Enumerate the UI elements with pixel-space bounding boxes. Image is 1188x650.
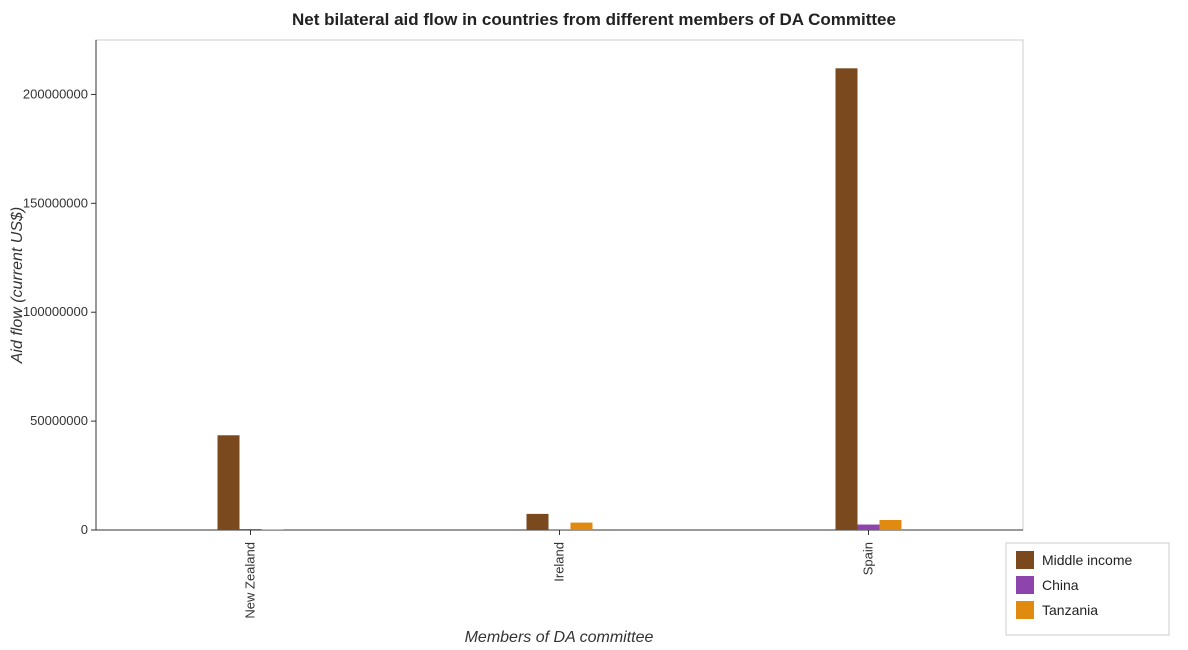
- bar-tanzania: [261, 529, 284, 530]
- bar-tanzania: [570, 522, 593, 530]
- y-tick-label: 200000000: [23, 86, 88, 101]
- legend-swatch: [1016, 601, 1034, 619]
- y-tick-label: 0: [81, 522, 88, 537]
- y-axis: 0 50000000 100000000 150000000 200000000: [23, 40, 97, 537]
- y-tick-label: 100000000: [23, 304, 88, 319]
- legend-swatch: [1016, 551, 1034, 569]
- x-tick-label: Spain: [861, 542, 876, 575]
- bar-china: [239, 529, 262, 530]
- bar-china: [548, 529, 571, 530]
- bar-middle-income: [526, 513, 549, 530]
- y-axis-label: Aid flow (current US$): [9, 207, 26, 365]
- x-tick-label: Ireland: [552, 542, 567, 582]
- x-tick-label: New Zealand: [243, 542, 258, 619]
- bar-china: [857, 524, 880, 530]
- bar-tanzania: [879, 519, 902, 530]
- legend-swatch: [1016, 576, 1034, 594]
- bars: [217, 68, 902, 531]
- plot-area: [95, 39, 1024, 531]
- x-axis-label: Members of DA committee: [465, 629, 654, 646]
- bar-middle-income: [217, 435, 240, 530]
- legend: Middle income China Tanzania: [1005, 542, 1170, 636]
- legend-label: China: [1042, 577, 1079, 593]
- y-tick-label: 150000000: [23, 195, 88, 210]
- legend-label: Middle income: [1042, 552, 1132, 568]
- chart-title: Net bilateral aid flow in countries from…: [292, 10, 896, 29]
- legend-label: Tanzania: [1042, 602, 1098, 618]
- bar-middle-income: [835, 68, 858, 531]
- x-axis: New Zealand Ireland Spain: [96, 529, 1023, 619]
- y-tick-label: 50000000: [30, 413, 88, 428]
